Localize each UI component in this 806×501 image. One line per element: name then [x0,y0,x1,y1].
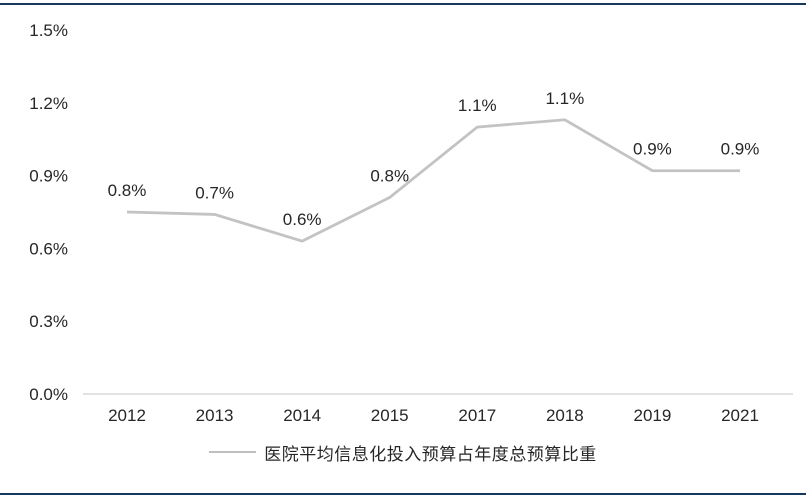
data-label: 0.9% [633,140,672,159]
legend-line-marker [209,451,257,453]
data-label: 0.9% [721,140,760,159]
top-border-line [0,3,806,5]
x-axis-tick-label: 2017 [458,406,496,425]
y-axis-tick-label: 1.2% [29,94,68,113]
legend-label: 医院平均信息化投入预算占年度总预算比重 [264,444,597,464]
data-label: 0.7% [195,183,234,202]
bottom-border-line [0,493,806,495]
data-label: 1.1% [458,96,497,115]
data-label: 0.8% [108,181,147,200]
x-axis-tick-label: 2012 [108,406,146,425]
data-label: 0.8% [370,166,409,185]
x-axis-tick-label: 2021 [721,406,759,425]
data-label: 1.1% [545,89,584,108]
x-axis-tick-label: 2013 [196,406,234,425]
data-label: 0.6% [283,210,322,229]
y-axis-tick-label: 1.5% [29,21,68,40]
x-axis-tick-label: 2018 [546,406,584,425]
chart-legend: 医院平均信息化投入预算占年度总预算比重 [0,441,806,464]
x-axis-tick-label: 2019 [634,406,672,425]
y-axis-tick-label: 0.3% [29,312,68,331]
series-line [126,118,740,243]
y-axis-tick-label: 0.6% [29,239,68,258]
y-axis-tick-label: 0.0% [29,385,68,404]
x-axis-tick-label: 2014 [283,406,321,425]
y-axis-tick-label: 0.9% [29,167,68,186]
x-axis-tick-label: 2015 [371,406,409,425]
